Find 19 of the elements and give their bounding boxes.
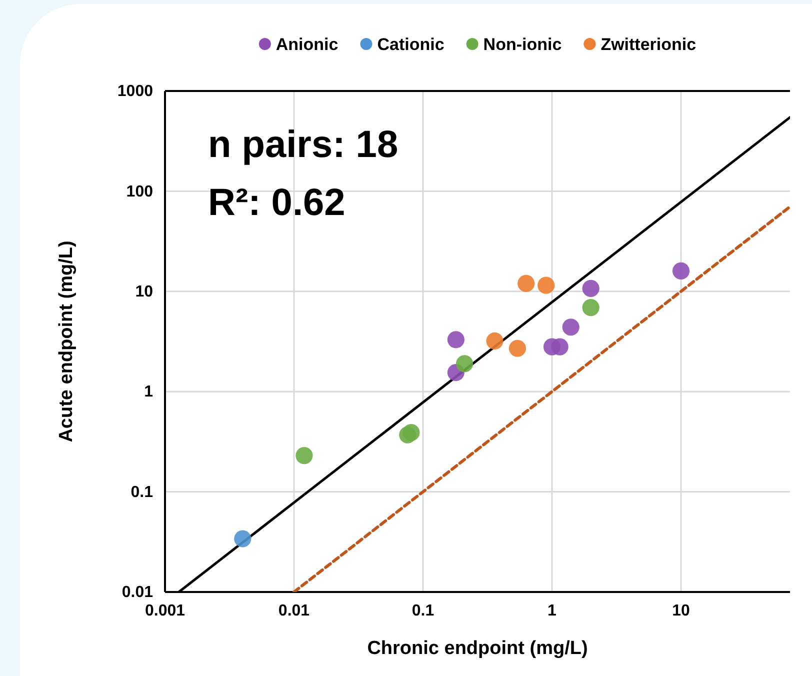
x-tick-label: 0.01 [278,602,310,620]
legend-label: Zwitterionic [600,35,696,54]
legend-label: Non-ionic [483,35,562,54]
annotation: n pairs: 18 [208,124,398,166]
x-tick-label: 0.001 [144,602,186,620]
y-tick-label: 0.01 [122,584,154,602]
y-tick-label: 10 [135,284,154,301]
y-tick-label: 0.1 [130,484,154,501]
x-tick-label: 10 [672,602,690,620]
legend-label: Anionic [276,35,338,54]
y-tick-label: 100 [126,183,154,200]
x-axis-title: Chronic endpoint (mg/L) [367,638,588,659]
annotation: R²: 0.62 [208,182,346,224]
x-tick-label: 1 [548,602,557,620]
y-axis-title: Acute endpoint (mg/L) [56,240,77,442]
y-tick-label: 1 [144,384,154,401]
x-tick-label: 0.1 [412,602,434,620]
y-tick-label: 1000 [117,83,154,100]
legend-label: Cationic [377,35,444,54]
